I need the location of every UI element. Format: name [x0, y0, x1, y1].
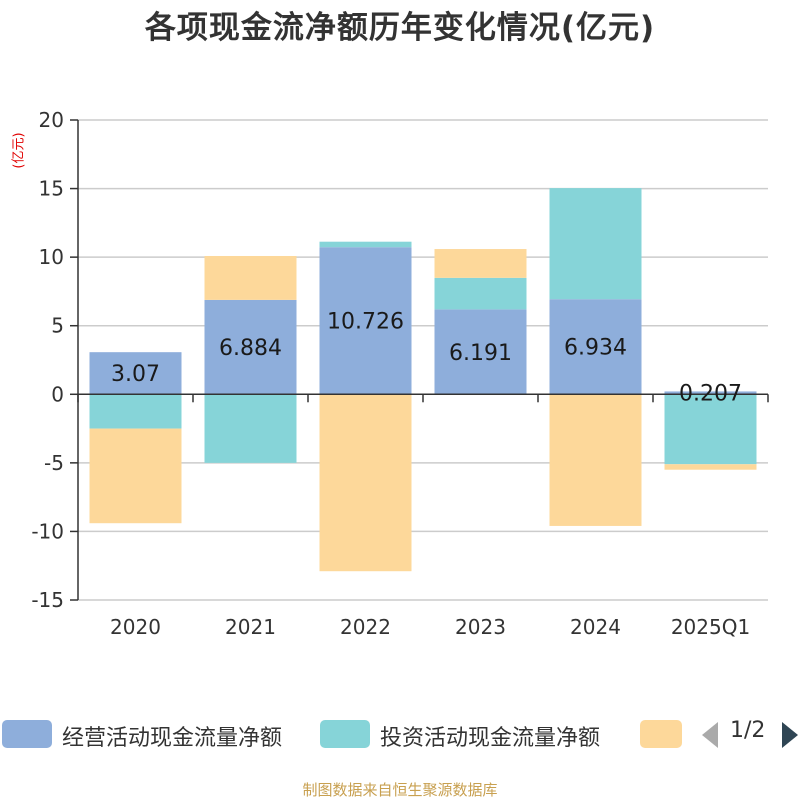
bar-data-label: 6.934 — [564, 336, 627, 361]
bar-series-2-2021 — [204, 255, 297, 300]
bar-series-0-2021 — [204, 299, 297, 395]
bar-series-0-2025Q1 — [664, 391, 757, 395]
y-tick-label: -10 — [31, 519, 64, 543]
chart-title: 各项现金流净额历年变化情况(亿元) — [144, 10, 656, 46]
legend-swatch-operating — [2, 720, 52, 748]
y-tick-label: 20 — [39, 108, 64, 132]
y-tick-label: 10 — [39, 245, 64, 269]
y-tick-label: 5 — [51, 314, 64, 338]
bar-series-0-2023 — [434, 309, 527, 395]
legend-label-investing: 投资活动现金流量净额 — [380, 726, 601, 751]
data-labels: 3.07 6.884 10.726 6.191 6.934 0.207 — [111, 310, 742, 407]
legend-prev-page-icon[interactable] — [702, 722, 718, 748]
bar-series-1-2023 — [434, 277, 527, 310]
bar-series-2-2024 — [549, 394, 642, 526]
bar-series-0-2022 — [319, 247, 412, 395]
legend-page-indicator: 1/2 — [730, 718, 766, 743]
bar-series-2-2025Q1 — [664, 464, 757, 470]
legend-swatch-financing — [640, 720, 682, 748]
bar-data-label: 0.207 — [679, 381, 742, 406]
bar-series-1-2020 — [89, 394, 182, 429]
bar-series-1-2021 — [204, 394, 297, 463]
axes: 20 15 10 5 0 -5 -10 -15 2020 2021 2022 2023 2024 2025… — [31, 108, 769, 639]
x-tick-label: 2022 — [340, 615, 391, 639]
x-tick-label: 2024 — [570, 615, 621, 639]
legend-next-page-icon[interactable] — [782, 722, 798, 748]
x-tick-label: 2020 — [110, 615, 161, 639]
legend: 经营活动现金流量净额 投资活动现金流量净额 — [0, 716, 800, 752]
y-tick-label: -5 — [44, 451, 64, 475]
x-tick-label: 2025Q1 — [671, 615, 750, 639]
bar-data-label: 10.726 — [327, 310, 404, 335]
bar-series-2-2022 — [319, 394, 412, 572]
legend-label-operating: 经营活动现金流量净额 — [62, 726, 283, 751]
legend-swatch-investing — [320, 720, 370, 748]
bar-data-label: 6.884 — [219, 336, 282, 361]
grid-lines — [78, 119, 768, 601]
bar-series-1-2022 — [319, 241, 412, 248]
x-tick-label: 2023 — [455, 615, 506, 639]
y-tick-label: 0 — [51, 382, 64, 406]
chart-canvas: 20 15 10 5 0 -5 -10 -15 2020 2021 2022 2023 2024 2025… — [31, 108, 769, 639]
bar-series-1-2025Q1 — [664, 394, 757, 465]
bars — [89, 188, 757, 572]
bar-series-2-2020 — [89, 428, 182, 524]
bar-series-2-2023 — [434, 249, 527, 278]
bar-series-0-2024 — [549, 299, 642, 395]
bar-data-label: 6.191 — [449, 341, 512, 366]
x-tick-label: 2021 — [225, 615, 276, 639]
bar-data-label: 3.07 — [111, 362, 160, 387]
data-source-note: 制图数据来自恒生聚源数据库 — [302, 781, 498, 799]
bar-series-1-2024 — [549, 188, 642, 300]
y-tick-label: 15 — [39, 177, 64, 201]
y-tick-label: -15 — [31, 588, 64, 612]
bar-series-0-2020 — [89, 352, 182, 395]
